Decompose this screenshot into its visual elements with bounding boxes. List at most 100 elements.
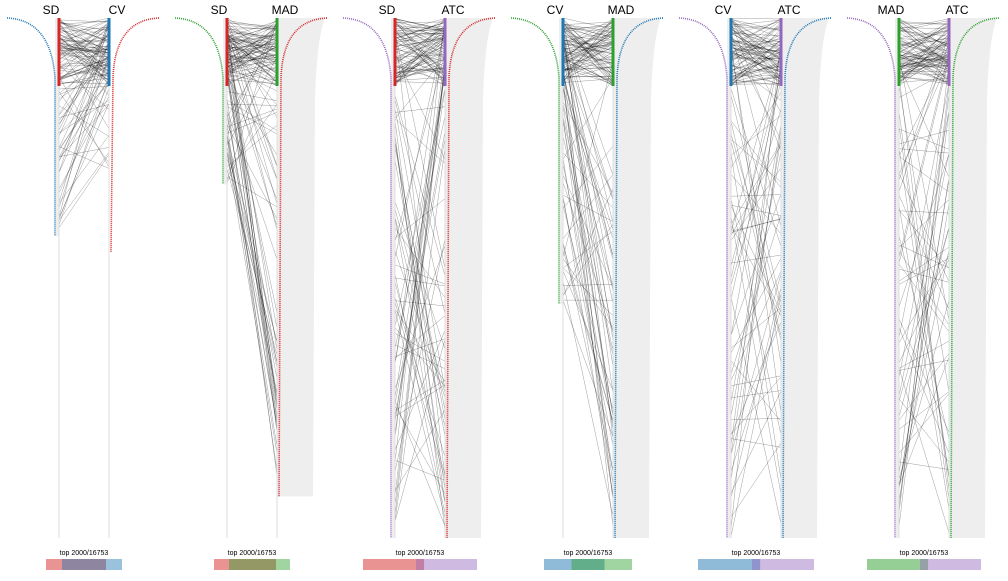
link-line [899,84,949,513]
link-bundle [899,18,949,532]
link-line [227,75,277,422]
link-line [59,20,109,22]
top-count-label: top 2000/16753 [732,550,781,557]
overlap-bar-right [424,559,477,570]
axis-label-left: SD [211,3,228,17]
link-line [731,293,781,537]
link-line [731,217,781,495]
link-line [731,308,781,472]
link-line [395,274,445,514]
rank-ribbon [949,18,997,538]
rank-ribbon-left [895,18,899,538]
right-tail-curve [111,18,159,252]
link-line [395,302,445,480]
link-line [395,401,445,526]
link-line [563,195,613,222]
link-line [59,152,109,220]
link-line [563,250,613,422]
link-line [731,439,781,448]
link-line [731,361,781,422]
link-line [59,154,109,227]
top-count-label: top 2000/16753 [228,550,277,557]
rank-ribbon [781,18,829,538]
link-bundle [227,18,277,476]
link-line [731,52,781,279]
link-line [899,110,949,378]
link-line [899,353,949,420]
link-line [563,281,613,516]
link-line [227,78,277,365]
link-line [731,80,781,299]
link-line [731,297,781,524]
link-bundle [395,18,445,530]
rank-ribbon [277,18,325,496]
link-line [731,57,781,58]
overlap-bar-shared-tint [752,559,760,570]
top-count-label: top 2000/16753 [564,550,613,557]
overlap-bar-left [363,559,416,570]
left-tail-curve [847,18,895,538]
link-line [227,137,277,426]
link-line [731,42,781,413]
link-line [731,38,781,66]
left-tail-curve [7,18,55,236]
link-line [59,135,109,203]
link-line [899,25,949,52]
link-line [563,175,613,239]
link-line [563,231,613,268]
overlap-bar-shared-tint [62,559,106,570]
panel-cv-mad: CV MAD top 2000/16753 [511,3,663,570]
axis-label-left: SD [43,3,60,17]
overlap-bar-left [214,559,229,570]
top-count-label: top 2000/16753 [396,550,445,557]
left-tail-curve [175,18,223,184]
axis-label-right: MAD [608,3,635,17]
link-line [395,218,445,504]
axis-label-right: MAD [272,3,299,17]
panel-sd-mad: SD MAD top 2000/16753 [175,3,327,570]
overlap-bar-shared-tint [416,559,424,570]
link-line [59,147,109,156]
link-line [563,44,613,257]
link-line [59,41,109,203]
axis-label-right: CV [109,3,126,17]
left-tail-curve [343,18,391,538]
overlap-bar-shared-tint [229,559,276,570]
link-line [227,98,277,477]
link-line [899,360,949,371]
link-line [899,125,949,480]
link-line [227,104,277,172]
link-line [563,64,613,499]
link-line [731,225,781,316]
overlap-bar-left [544,559,572,570]
overlap-bar-right [276,559,290,570]
rank-ribbon-left [727,18,731,538]
link-line [59,65,109,99]
link-line [227,125,277,219]
overlap-bar-left [46,559,62,570]
link-line [563,245,613,422]
overlap-bar-right [605,559,633,570]
link-line [563,153,613,209]
link-bundle [731,18,781,537]
link-line [899,112,949,478]
link-line [899,58,949,263]
overlap-bar-shared-tint [920,559,928,570]
link-bundle [563,18,613,527]
axis-label-left: CV [715,3,732,17]
axis-label-left: CV [547,3,564,17]
link-line [899,63,949,474]
link-line [563,105,613,417]
rank-ribbon-left [391,18,395,538]
overlap-bar-left [867,559,920,570]
left-tail-curve [679,18,727,538]
link-line [395,228,445,298]
link-line [395,75,445,364]
link-line [395,29,445,479]
axis-label-left: SD [379,3,396,17]
